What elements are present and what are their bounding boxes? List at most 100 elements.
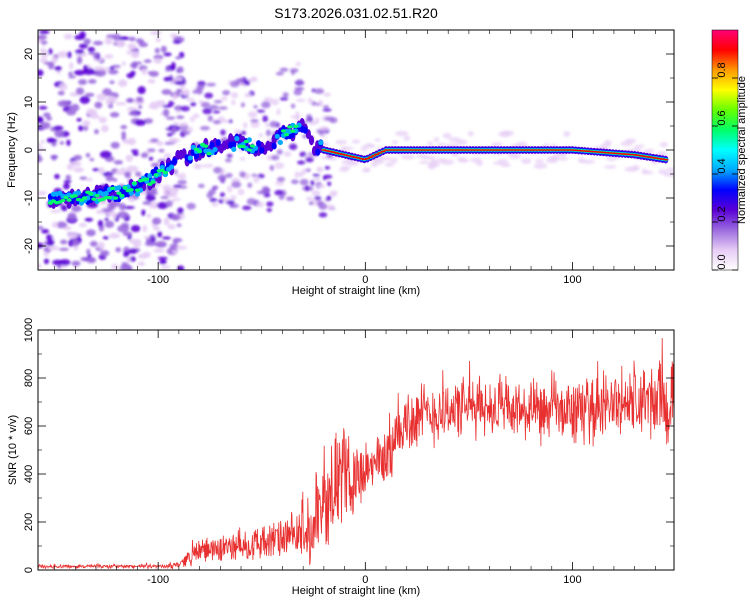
noise-blob xyxy=(311,101,317,106)
noise-blob xyxy=(177,207,184,215)
colorbar-tick-label: 0.8 xyxy=(716,62,728,77)
noise-blob xyxy=(366,144,376,149)
noise-blob xyxy=(550,144,558,148)
noise-blob xyxy=(134,119,146,126)
noise-blob xyxy=(173,186,179,193)
noise-blob xyxy=(299,151,307,158)
noise-blob xyxy=(163,52,172,57)
noise-blob xyxy=(516,141,528,148)
noise-blob xyxy=(295,62,302,67)
noise-blob xyxy=(125,154,134,162)
noise-blob xyxy=(172,93,178,101)
ridge-segment xyxy=(274,133,280,139)
noise-blob xyxy=(49,138,58,143)
noise-blob xyxy=(175,56,182,60)
snr-xlabel: Height of straight line (km) xyxy=(292,585,420,597)
noise-blob xyxy=(271,98,279,106)
noise-blob xyxy=(340,165,352,170)
noise-blob xyxy=(208,189,216,195)
noise-blob xyxy=(418,160,430,164)
ridge-segment xyxy=(234,136,240,142)
noise-blobs xyxy=(38,30,674,270)
noise-blob xyxy=(74,49,85,54)
noise-blob xyxy=(130,62,138,69)
ridge-segment xyxy=(106,195,113,200)
noise-blob xyxy=(436,142,447,147)
noise-blob xyxy=(384,162,395,167)
noise-blob xyxy=(326,181,332,187)
noise-blob xyxy=(179,122,188,127)
noise-blob xyxy=(370,162,379,167)
noise-blob xyxy=(126,50,131,55)
noise-blob xyxy=(279,97,289,101)
noise-blob xyxy=(222,119,230,123)
noise-blob xyxy=(204,92,214,99)
noise-blob xyxy=(124,171,132,179)
noise-blob xyxy=(73,69,86,76)
noise-blob xyxy=(90,114,101,119)
x-tick-label: 100 xyxy=(563,574,581,586)
noise-blob xyxy=(226,185,233,193)
noise-blob xyxy=(176,115,185,120)
noise-blob xyxy=(475,160,483,166)
noise-blob xyxy=(534,159,544,163)
noise-blob xyxy=(641,168,649,175)
noise-blob xyxy=(207,163,214,168)
noise-blob xyxy=(316,167,324,173)
noise-blob xyxy=(76,117,82,122)
noise-blob xyxy=(97,209,104,214)
noise-blob xyxy=(141,209,146,216)
noise-blob xyxy=(102,236,109,240)
noise-blob xyxy=(43,61,54,65)
noise-blob xyxy=(321,142,329,147)
x-tick-label: -100 xyxy=(147,274,169,286)
ridge-segment xyxy=(315,148,321,156)
y-tick-label: 200 xyxy=(23,513,35,531)
noise-blob xyxy=(154,47,160,54)
noise-blob xyxy=(149,30,162,36)
noise-blob xyxy=(230,80,240,88)
noise-blob xyxy=(659,142,669,148)
noise-blob xyxy=(296,87,305,91)
noise-blob xyxy=(197,183,205,188)
noise-blob xyxy=(112,178,118,182)
noise-blob xyxy=(43,258,50,265)
noise-blob xyxy=(121,133,127,141)
noise-blob xyxy=(71,260,81,267)
spectrogram-heatmap xyxy=(38,30,674,270)
noise-blob xyxy=(117,225,130,233)
noise-blob xyxy=(63,33,73,40)
noise-blob xyxy=(141,68,147,76)
noise-blob xyxy=(175,110,181,114)
noise-blob xyxy=(115,101,127,106)
ridge-segment xyxy=(231,146,237,152)
colorbar-tick-label: 0.2 xyxy=(716,206,728,221)
noise-blob xyxy=(311,190,321,197)
noise-blob xyxy=(491,142,504,146)
noise-blob xyxy=(164,141,174,145)
ridge-segment xyxy=(134,188,141,192)
noise-blob xyxy=(326,195,332,201)
noise-blob xyxy=(67,51,72,59)
x-tick-label: 0 xyxy=(362,574,368,586)
noise-blob xyxy=(155,240,167,248)
noise-blob xyxy=(92,52,98,59)
noise-blob xyxy=(263,192,271,198)
noise-blob xyxy=(533,162,548,169)
noise-blob xyxy=(100,250,110,257)
noise-blob xyxy=(318,202,328,210)
noise-blob xyxy=(323,92,332,97)
noise-blob xyxy=(305,156,314,163)
noise-blob xyxy=(38,147,46,151)
noise-blob xyxy=(239,157,246,161)
noise-blob xyxy=(248,111,258,119)
noise-blob xyxy=(545,158,558,164)
noise-blob xyxy=(222,89,231,96)
noise-blob xyxy=(557,157,569,161)
noise-blob xyxy=(171,126,178,131)
noise-blob xyxy=(231,181,242,189)
noise-blob xyxy=(97,241,105,250)
colorbar-tick-label: 0.0 xyxy=(716,254,728,269)
noise-blob xyxy=(601,142,612,148)
noise-blob xyxy=(250,119,259,123)
